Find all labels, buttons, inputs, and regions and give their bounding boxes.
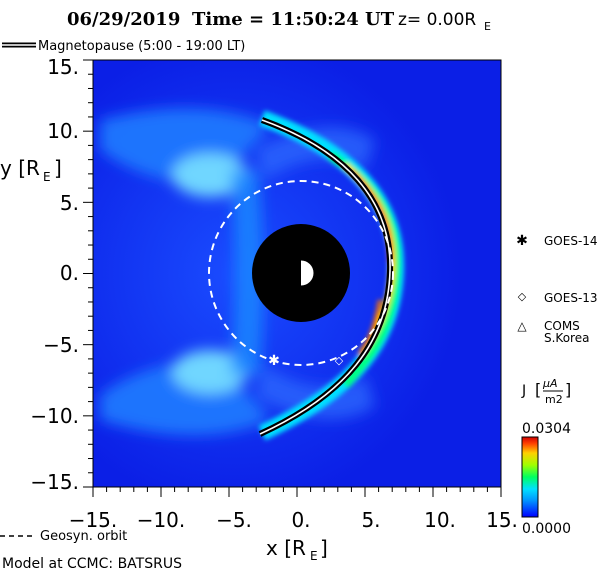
- y-tick-label: 15.: [47, 55, 79, 79]
- y-axis-label: y [R E ]: [0, 156, 62, 184]
- goes14-legend-icon: ✱: [516, 233, 528, 249]
- geosyn-legend-label: Geosyn. orbit: [40, 529, 127, 544]
- magnetopause-curve-inner: [259, 119, 391, 435]
- svg-text:y [R: y [R: [0, 156, 40, 180]
- magnetopause-legend: Magnetopause (5:00 - 19:00 LT): [2, 39, 245, 54]
- colorbar-unit-numerator: μA: [542, 377, 558, 390]
- colorbar-max-label: 0.0304: [522, 421, 571, 437]
- svg-text:E: E: [43, 170, 51, 184]
- y-tick-label: −15.: [30, 470, 79, 494]
- y-tick-label: 5.: [60, 191, 79, 215]
- coms-legend-label-2: S.Korea: [544, 331, 589, 345]
- colorbar-gradient: [521, 436, 539, 518]
- coms-legend-icon: △: [517, 319, 527, 333]
- colorbar-min-label: 0.0000: [522, 521, 571, 537]
- colorbar: J [ μA m2 ] 0.0304 0.0000: [521, 377, 571, 537]
- x-axis-label: x [R E ]: [266, 536, 328, 563]
- goes14-legend-label: GOES-14: [544, 234, 598, 248]
- footer-credit: Model at CCMC: BATSRUS: [2, 556, 182, 572]
- x-tick-label: −15.: [69, 508, 118, 532]
- heatmap-lobes: [100, 108, 375, 435]
- x-tick-label: −10.: [137, 508, 186, 532]
- heatmap-plot-area: ✱ ◇: [93, 60, 501, 487]
- svg-text:[: [: [535, 380, 541, 399]
- y-tick-label: 10.: [47, 119, 79, 143]
- y-tick-labels: 15. 10. 5. 0. −5. −10. −15.: [30, 55, 79, 494]
- coms-legend-label: COMS: [544, 319, 580, 333]
- y-tick-label: 0.: [60, 261, 79, 285]
- title-z-subscript: E: [484, 20, 491, 33]
- x-tick-label: 10.: [424, 508, 456, 532]
- x-tick-label: 15.: [486, 508, 518, 532]
- geosynchronous-orbit: [208, 180, 394, 366]
- x-tick-label: 0.: [291, 508, 310, 532]
- satellite-legend: ✱ GOES-14 ◇ GOES-13 △ COMS S.Korea: [516, 233, 597, 345]
- x-tick-label: −5.: [216, 508, 252, 532]
- goes13-marker: ◇: [335, 354, 344, 367]
- axis-ticks: [83, 59, 502, 497]
- y-tick-label: −5.: [43, 333, 79, 357]
- geosyn-orbit-legend: Geosyn. orbit: [0, 529, 127, 544]
- goes14-marker: ✱: [268, 353, 280, 369]
- colorbar-label: J: [521, 383, 526, 399]
- y-tick-label: −10.: [30, 404, 79, 428]
- colorbar-unit-denominator: m2: [545, 393, 563, 406]
- x-tick-label: 5.: [361, 508, 380, 532]
- svg-text:x [R: x [R: [266, 536, 306, 560]
- title-time: Time = 11:50:24 UT: [192, 9, 395, 30]
- earth-night-half-icon: [288, 260, 301, 286]
- x-tick-labels: −15. −10. −5. 0. 5. 10. 15.: [69, 508, 518, 532]
- magnetopause-legend-label: Magnetopause (5:00 - 19:00 LT): [38, 39, 245, 54]
- svg-text:]: ]: [54, 156, 62, 180]
- svg-text:]: ]: [320, 536, 328, 560]
- title-date: 06/29/2019: [67, 9, 180, 30]
- title-z: z= 0.00R: [398, 10, 476, 30]
- goes13-legend-label: GOES-13: [544, 291, 598, 305]
- svg-text:]: ]: [565, 380, 571, 399]
- svg-text:E: E: [310, 549, 318, 563]
- goes13-legend-icon: ◇: [518, 290, 527, 303]
